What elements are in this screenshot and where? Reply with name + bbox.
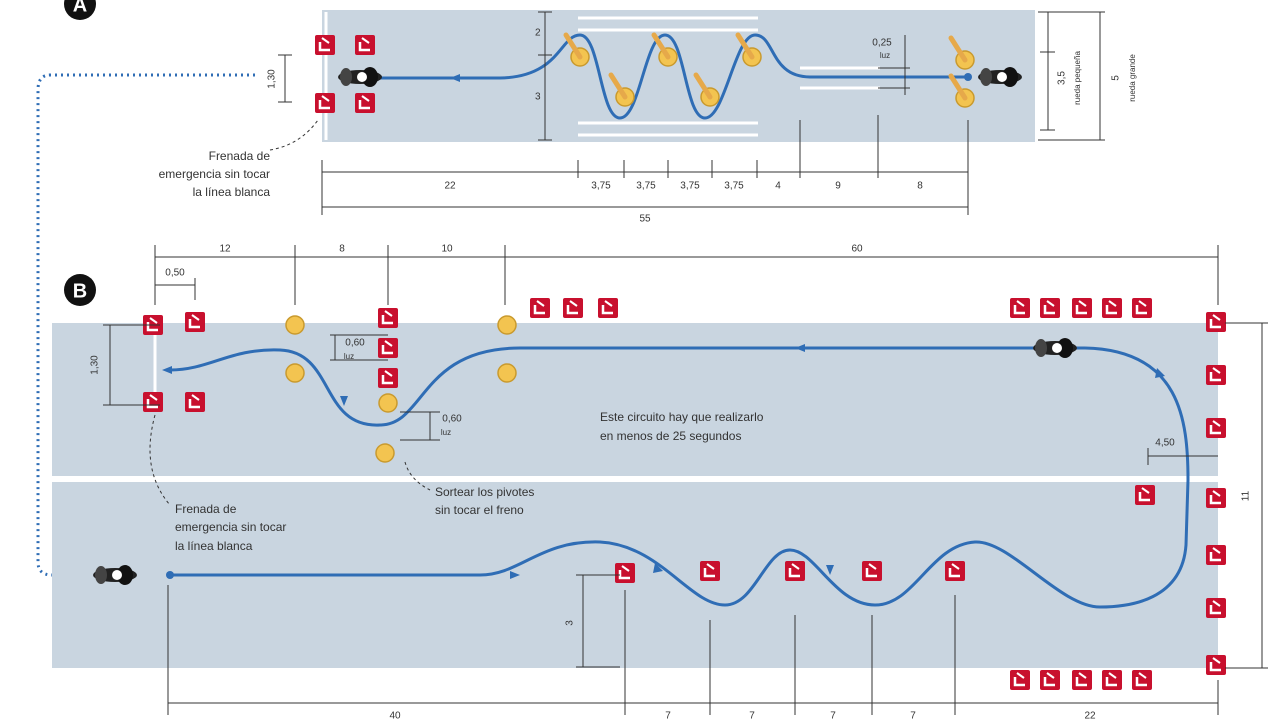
dim-label: 1,30	[90, 355, 101, 375]
dim-label: 0,25	[872, 38, 892, 49]
badge	[64, 0, 96, 20]
dim-label: 55	[639, 214, 651, 225]
dim-label: 11	[1241, 490, 1252, 501]
dim-label: 40	[389, 711, 401, 720]
dim-label: 9	[835, 181, 841, 192]
dim-label: 3	[565, 620, 576, 626]
dim-label: 3,75	[591, 181, 611, 192]
dim-label: 7	[910, 711, 916, 720]
dim-label: 3,75	[636, 181, 656, 192]
pivot-note: sin tocar el freno	[435, 503, 524, 517]
circuit-note: en menos de 25 segundos	[600, 429, 741, 443]
dim-label: 0,60	[442, 414, 462, 425]
dimension-lines	[103, 245, 1268, 715]
route	[170, 346, 1190, 609]
section-label: A	[73, 0, 87, 16]
dim-label: 8	[917, 181, 923, 192]
dimension-lines	[269, 11, 1105, 215]
dim-label: 3,75	[724, 181, 744, 192]
note: Frenada de	[209, 149, 271, 163]
dim-label: 0,50	[165, 268, 185, 279]
dim-label: 22	[1084, 711, 1096, 720]
circuit-note: Este circuito hay que realizarlo	[600, 410, 764, 424]
motorcycle	[338, 67, 382, 87]
dim-label: rueda pequeña	[1073, 51, 1082, 105]
route	[169, 346, 1085, 427]
start-dot	[964, 73, 972, 81]
motorcycle	[93, 565, 137, 585]
brake-note: la línea blanca	[175, 539, 253, 553]
arrow	[450, 74, 460, 82]
dim-label: 3,75	[680, 181, 700, 192]
dim-label: 4,50	[1155, 438, 1175, 449]
dim-label: 1,30	[267, 69, 278, 89]
dim-label: 7	[665, 711, 671, 720]
dim-label: luz	[344, 352, 354, 361]
dim-label: 12	[219, 244, 231, 255]
dim-label: luz	[441, 428, 451, 437]
dim-label: 2	[535, 28, 541, 39]
dim-label: rueda grande	[1128, 54, 1137, 102]
white-lines	[324, 12, 880, 140]
route	[345, 33, 968, 120]
section-label: B	[73, 280, 87, 302]
motorcycle	[978, 67, 1022, 87]
arrows	[162, 344, 1165, 579]
dim-label: 3	[535, 92, 541, 103]
dim-label: 5	[1111, 75, 1122, 81]
dim-label: 22	[444, 181, 456, 192]
dim-label: luz	[880, 51, 890, 60]
pivot-note: Sortear los pivotes	[435, 485, 534, 499]
dim-label: 0,60	[345, 338, 365, 349]
note: emergencia sin tocar	[159, 167, 270, 181]
link	[36, 73, 255, 577]
badge	[64, 274, 96, 306]
start-dot	[166, 571, 174, 579]
dim-label: 7	[749, 711, 755, 720]
dim-label: 4	[775, 181, 781, 192]
dim-label: 8	[339, 244, 345, 255]
dim-label: 60	[851, 244, 863, 255]
note: la línea blanca	[193, 185, 271, 199]
brake-note: emergencia sin tocar	[175, 520, 286, 534]
brake-note: Frenada de	[175, 502, 237, 516]
dim-label: 7	[830, 711, 836, 720]
dim-label: 10	[441, 244, 453, 255]
dim-label: 3,5	[1057, 71, 1068, 85]
motorcycle	[1033, 338, 1077, 358]
